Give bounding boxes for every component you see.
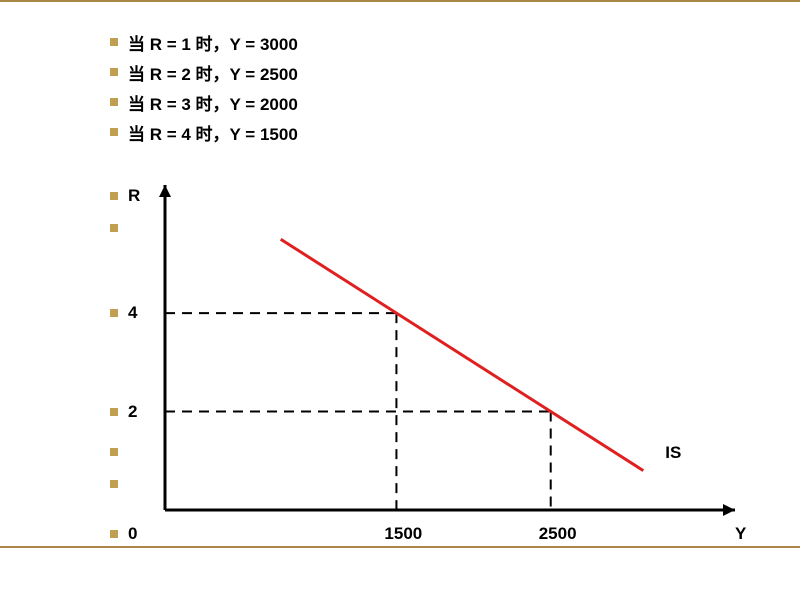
origin-label-row: 0 xyxy=(110,524,137,544)
data-list: 当 R = 1 时，Y = 3000 当 R = 2 时，Y = 2500 当 … xyxy=(110,28,298,148)
bullet-icon xyxy=(110,448,118,456)
x-tick-label: 2500 xyxy=(539,524,577,544)
bullet-icon xyxy=(110,192,118,200)
spacer-bullet xyxy=(110,224,118,232)
is-curve-chart: R 4 2 0 1500 2500 Y IS xyxy=(110,180,750,580)
y-tick-label: 4 xyxy=(128,303,137,323)
bullet-icon xyxy=(110,224,118,232)
curve-label: IS xyxy=(665,443,681,463)
bullet-icon xyxy=(110,309,118,317)
list-item: 当 R = 3 时，Y = 2000 xyxy=(110,88,298,116)
bullet-icon xyxy=(110,68,118,76)
list-text: 当 R = 2 时，Y = 2500 xyxy=(128,60,298,85)
list-item: 当 R = 1 时，Y = 3000 xyxy=(110,28,298,56)
list-text: 当 R = 4 时，Y = 1500 xyxy=(128,120,298,145)
bullet-icon xyxy=(110,38,118,46)
origin-label: 0 xyxy=(128,524,137,544)
y-axis-label: R xyxy=(128,186,140,206)
bullet-icon xyxy=(110,98,118,106)
spacer-bullet xyxy=(110,480,118,488)
y-tick-label: 2 xyxy=(128,402,137,422)
frame-top xyxy=(0,0,800,2)
x-tick-label: 1500 xyxy=(384,524,422,544)
bullet-icon xyxy=(110,530,118,538)
list-item: 当 R = 2 时，Y = 2500 xyxy=(110,58,298,86)
list-text: 当 R = 1 时，Y = 3000 xyxy=(128,30,298,55)
bullet-icon xyxy=(110,480,118,488)
x-axis-label: Y xyxy=(735,524,746,544)
bullet-icon xyxy=(110,128,118,136)
spacer-bullet xyxy=(110,448,118,456)
list-item: 当 R = 4 时，Y = 1500 xyxy=(110,118,298,146)
y-tick-row: 4 xyxy=(110,303,137,323)
y-tick-row: 2 xyxy=(110,402,137,422)
y-axis-label-row: R xyxy=(110,186,140,206)
list-text: 当 R = 3 时，Y = 2000 xyxy=(128,90,298,115)
bullet-icon xyxy=(110,408,118,416)
chart-svg xyxy=(110,180,750,580)
